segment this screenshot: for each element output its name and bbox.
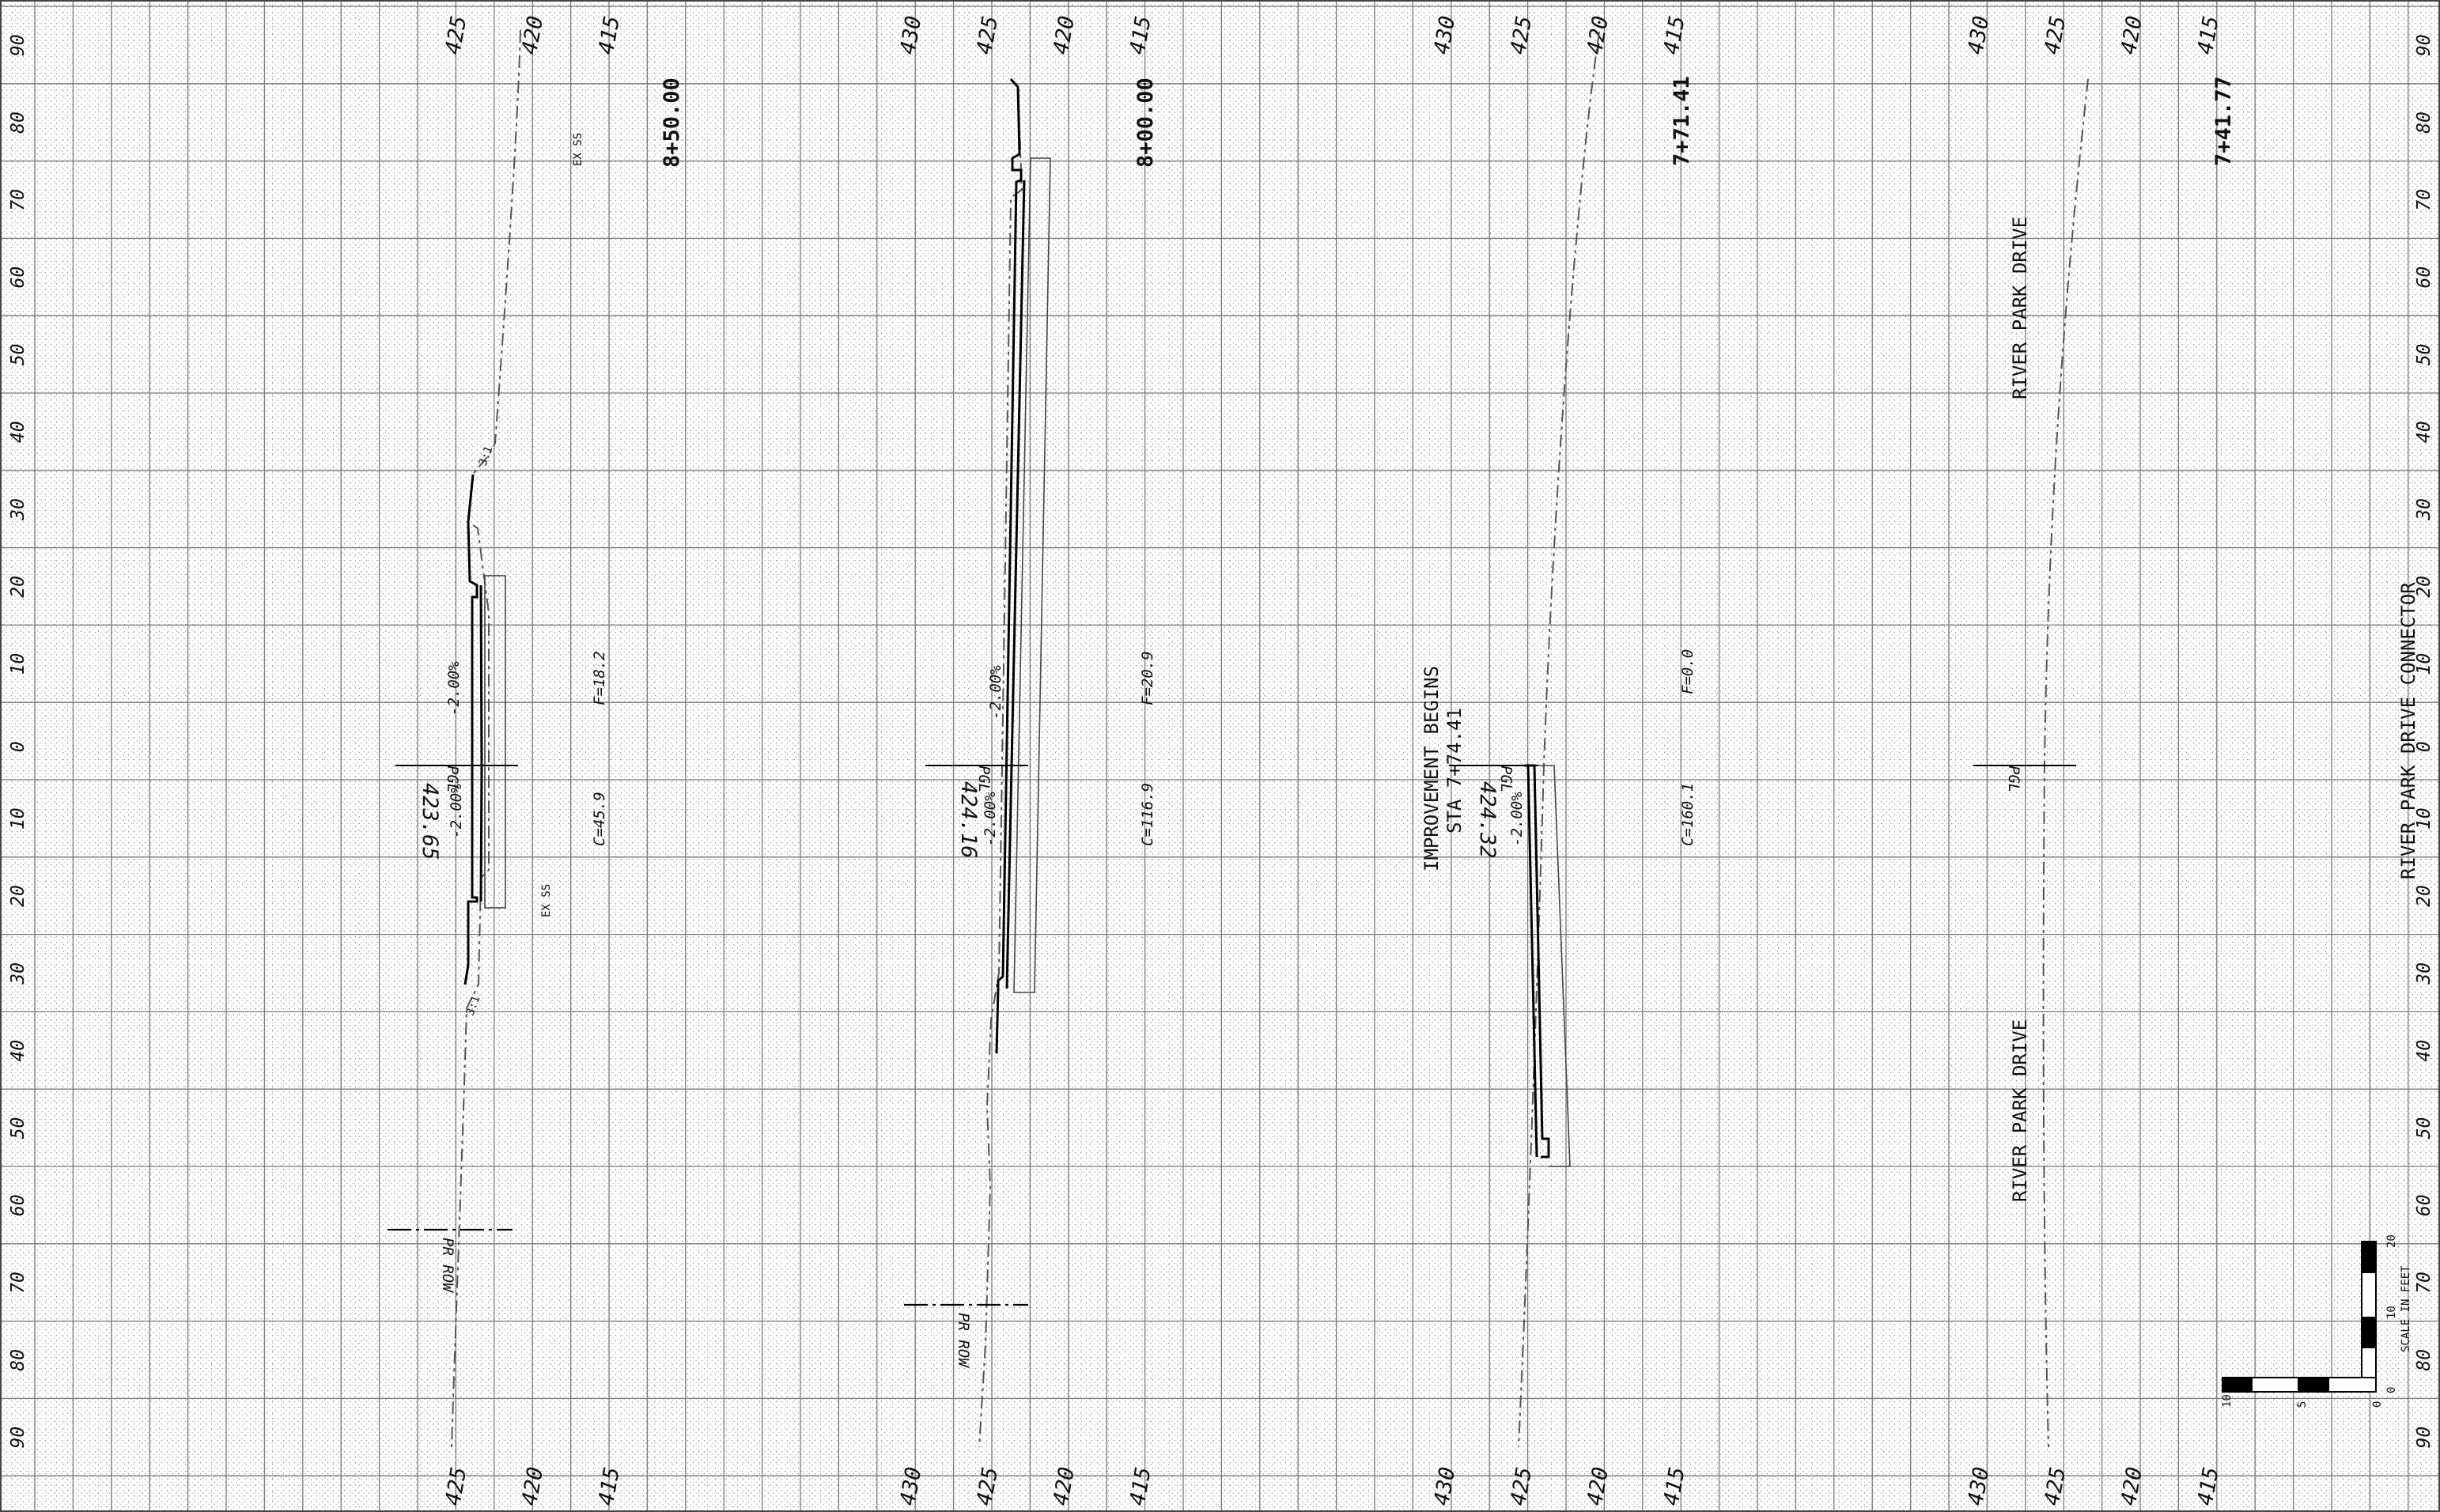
offset-label: 60 — [2414, 266, 2434, 289]
offset-label: 70 — [2414, 1272, 2434, 1294]
left-cross-slope: -2.00% — [445, 661, 463, 716]
pgl-elevation: 423.65 — [418, 783, 442, 860]
pgl-label: PGL — [2005, 765, 2022, 792]
offset-label: 50 — [2414, 344, 2434, 366]
offset-label: 70 — [8, 189, 28, 211]
road-label-lower: RIVER PARK DRIVE — [2009, 1019, 2031, 1202]
station-label: 7+41.77 — [2211, 76, 2236, 166]
section-8-50: 423.65 PGL -2.00% -2.00% F=18.2 C=45.9 E… — [388, 29, 684, 1448]
left-cross-slope: -2.00% — [987, 665, 1004, 720]
offset-label: 30 — [8, 962, 28, 985]
row-label: PR ROW — [955, 1313, 972, 1368]
ex-ss-label: EX SS — [572, 133, 584, 166]
scale-htick-10: 10 — [2221, 1394, 2234, 1408]
scale-tick-10: 10 — [2385, 1306, 2398, 1319]
offset-label: 50 — [2414, 1117, 2434, 1140]
offset-labels-right: 90 80 70 60 50 40 30 20 10 0 10 20 30 40 50 60 70 80 90 — [2414, 34, 2434, 1448]
existing-ground-line — [978, 86, 1023, 1448]
offset-label: 10 — [8, 807, 28, 830]
section-8-00: 424.16 PGL -2.00% -2.00% F=20.9 C=116.9 … — [904, 77, 1158, 1448]
offset-label: 0 — [2414, 741, 2434, 752]
pavement-line — [1526, 765, 1538, 1158]
pgl-elevation: 424.32 — [1475, 781, 1500, 859]
offset-label: 80 — [8, 112, 28, 134]
right-cross-slope: -2.00% — [982, 792, 999, 846]
scale-bar: 0 10 20 SCALE IN FEET 0 5 10 — [2221, 1234, 2412, 1408]
proposed-roadway-outline — [995, 77, 1023, 1054]
offset-label: 90 — [8, 1427, 28, 1449]
offset-label: 80 — [8, 1349, 28, 1371]
offset-label: 50 — [8, 1117, 28, 1140]
offset-label: 40 — [8, 421, 28, 443]
pgl-label: PGL — [975, 765, 993, 792]
offset-label: 40 — [2414, 421, 2434, 443]
scale-label: SCALE IN FEET — [2400, 1265, 2412, 1352]
pgl-elevation: 424.16 — [956, 781, 981, 859]
offset-label: 20 — [2414, 576, 2434, 598]
pgl-label: PGL — [444, 765, 461, 792]
offset-label: 60 — [2414, 1194, 2434, 1216]
section-7-41: PGL RIVER PARK DRIVE RIVER PARK DRIVE 7+… — [1973, 76, 2236, 1448]
offset-label: 30 — [2414, 498, 2434, 521]
section-7-71: 424.32 PGL -2.00% F=0.0 C=160.1 IMPROVEM… — [1420, 31, 1697, 1448]
offset-label: 60 — [8, 1194, 28, 1216]
offset-label: 20 — [8, 576, 28, 598]
offset-label: 20 — [2414, 885, 2434, 907]
cut-value: C=116.9 — [1139, 783, 1156, 846]
offset-label: 20 — [8, 885, 28, 907]
elevation-labels-bottom: 425 420 415 430 425 420 415 430 425 420 415 430 425 4… — [441, 1465, 2223, 1507]
right-cross-slope: -2.00% — [1508, 792, 1526, 846]
offset-label: 10 — [8, 653, 28, 675]
right-cross-slope: -2.00% — [448, 784, 465, 838]
station-label: 8+00.00 — [1133, 77, 1158, 168]
offset-label: 90 — [2414, 34, 2434, 56]
offset-label: 0 — [8, 741, 28, 752]
offset-label: 60 — [8, 266, 28, 289]
offset-label: 10 — [2414, 807, 2434, 830]
offset-label: 70 — [8, 1272, 28, 1294]
subbase-box — [484, 575, 506, 909]
subbase-box — [1537, 765, 1571, 1167]
offset-label: 40 — [2414, 1040, 2434, 1062]
offset-label: 90 — [8, 34, 28, 56]
road-label-upper: RIVER PARK DRIVE — [2009, 217, 2031, 399]
scale-tick-0: 0 — [2385, 1387, 2398, 1393]
row-label: PR ROW — [439, 1238, 456, 1293]
offset-labels-left: 90 80 70 60 50 40 30 20 10 0 10 20 30 40 50 60 70 80 90 — [8, 34, 28, 1448]
offset-label: 30 — [2414, 962, 2434, 985]
offset-label: 10 — [2414, 653, 2434, 675]
offset-label: 80 — [2414, 1349, 2434, 1371]
fill-value: F=20.9 — [1139, 651, 1156, 705]
offset-label: 50 — [8, 344, 28, 366]
cut-value: C=160.1 — [1679, 783, 1697, 846]
offset-label: 90 — [2414, 1427, 2434, 1449]
offset-label: 70 — [2414, 189, 2434, 211]
improvement-note: IMPROVEMENT BEGINS — [1420, 666, 1443, 871]
station-label: 7+71.41 — [1670, 76, 1694, 166]
pavement-line — [479, 584, 483, 902]
scale-htick-5: 5 — [2296, 1401, 2309, 1408]
pgl-label: PGL — [1497, 765, 1515, 792]
station-label: 8+50.00 — [660, 77, 684, 168]
fill-value: F=0.0 — [1679, 649, 1697, 694]
offset-label: 30 — [8, 498, 28, 521]
scale-htick-0: 0 — [2371, 1401, 2384, 1408]
ex-ss-label: EX SS — [540, 884, 553, 917]
cut-value: C=45.9 — [591, 792, 608, 846]
connector-title: RIVER PARK DRIVE CONNECTOR — [2397, 582, 2419, 879]
improvement-station: STA 7+74.41 — [1443, 708, 1466, 833]
subbase-box — [1013, 157, 1051, 993]
offset-label: 80 — [2414, 112, 2434, 134]
scale-tick-20: 20 — [2385, 1234, 2398, 1248]
offset-label: 40 — [8, 1040, 28, 1062]
fill-value: F=18.2 — [591, 651, 608, 705]
proposed-roadway-outline — [463, 474, 479, 985]
